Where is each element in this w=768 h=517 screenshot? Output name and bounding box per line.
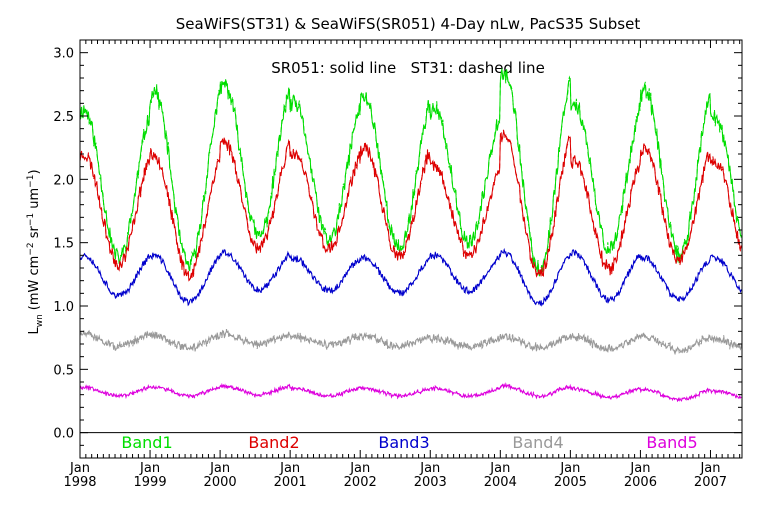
x-tick-year-label: 2004	[484, 475, 517, 490]
x-tick-month-label: Jan	[139, 461, 160, 476]
legend-label-band4: Band4	[512, 433, 563, 452]
line-style-note: SR051: solid line ST31: dashed line	[271, 59, 545, 77]
series-band1-dashed-line	[79, 70, 742, 275]
chart-title: SeaWiFS(ST31) & SeaWiFS(SR051) 4-Day nLw…	[176, 15, 641, 33]
y-tick-label: 2.5	[53, 110, 74, 125]
x-tick-year-label: 2002	[344, 475, 377, 490]
y-label-sub: wn	[35, 314, 45, 327]
x-tick-month-label: Jan	[699, 461, 720, 476]
series-band1-solid-line	[79, 68, 742, 277]
series-band5-dashed-line	[79, 382, 742, 403]
y-tick-label: 2.0	[53, 173, 74, 188]
y-label-unit-a: (mW cm	[27, 256, 42, 311]
x-tick-year-label: 1999	[134, 475, 167, 490]
x-tick-month-label: Jan	[559, 461, 580, 476]
legend-label-band5: Band5	[646, 433, 697, 452]
x-tick-month-label: Jan	[419, 461, 440, 476]
x-tick-year-label: 2000	[204, 475, 237, 490]
y-tick-label: 3.0	[53, 47, 74, 62]
x-tick-month-label: Jan	[279, 461, 300, 476]
y-tick-label: 0.0	[53, 427, 74, 442]
x-tick-year-label: 2006	[624, 475, 657, 490]
series-band2-solid-line	[79, 130, 742, 282]
y-label-unit-c: um	[27, 188, 42, 213]
y-label-unit-b: sr	[27, 225, 42, 242]
y-tick-label: 1.5	[53, 237, 74, 252]
series-band4-solid-line	[79, 329, 742, 355]
x-tick-year-label: 2007	[694, 475, 727, 490]
y-label-exp-a: −2	[26, 242, 36, 255]
y-label-main: L	[27, 327, 42, 335]
x-tick-year-label: 2001	[274, 475, 307, 490]
axes-layer: 0.00.51.01.52.02.53.0Jan1998Jan1999Jan20…	[53, 39, 743, 490]
series-band3-solid-line	[79, 247, 742, 307]
y-tick-label: 1.0	[53, 300, 74, 315]
series-layer	[79, 68, 742, 403]
y-tick-label: 0.5	[53, 363, 74, 378]
series-band5-solid-line	[79, 382, 742, 402]
plot-frame	[79, 39, 743, 459]
x-tick-year-label: 2003	[414, 475, 447, 490]
x-tick-month-label: Jan	[209, 461, 230, 476]
y-label-exp-c: −1	[26, 175, 36, 188]
x-tick-month-label: Jan	[349, 461, 370, 476]
x-tick-year-label: 2005	[554, 475, 587, 490]
x-tick-month-label: Jan	[489, 461, 510, 476]
legend-label-band3: Band3	[378, 433, 429, 452]
x-tick-year-label: 1998	[63, 475, 96, 490]
legend-label-band2: Band2	[248, 433, 299, 452]
y-label-exp-b: −1	[26, 213, 36, 226]
x-tick-month-label: Jan	[629, 461, 650, 476]
legend-label-band1: Band1	[121, 433, 172, 452]
y-label-close: )	[27, 169, 42, 174]
svg-text:Lwn(mW cm−2 sr−1 um−1): Lwn(mW cm−2 sr−1 um−1)	[26, 169, 45, 334]
x-tick-month-label: Jan	[69, 461, 90, 476]
y-axis-label: Lwn(mW cm−2 sr−1 um−1)	[26, 169, 45, 334]
legend: Band1 Band2 Band3 Band4 Band5	[121, 433, 697, 452]
